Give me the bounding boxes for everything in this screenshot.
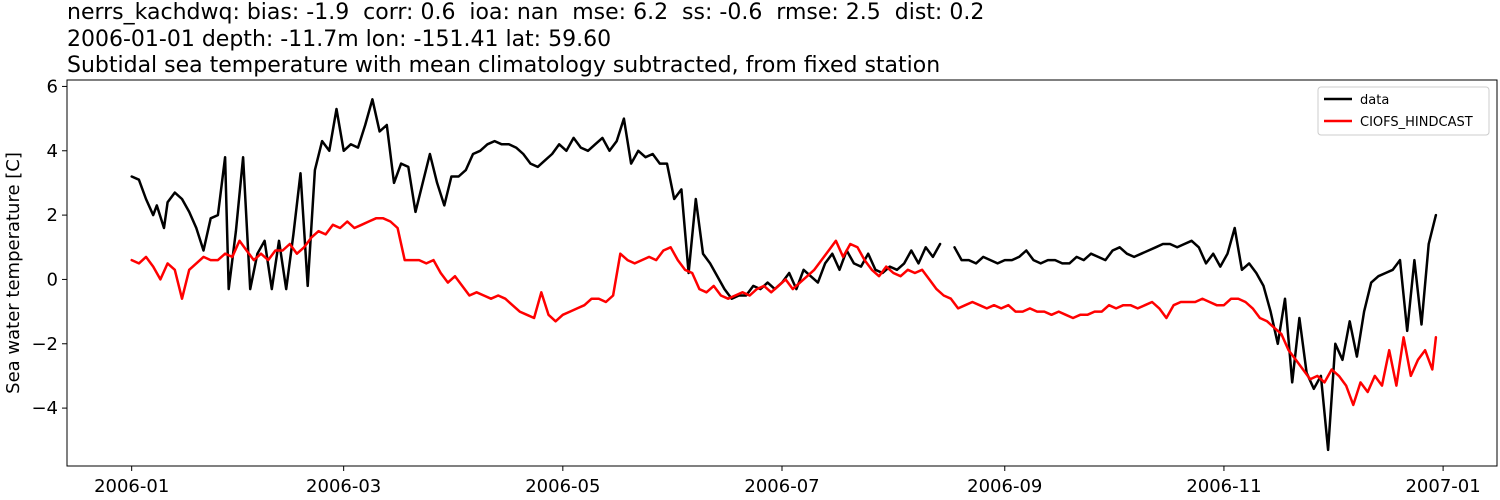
y-tick-label: −2 xyxy=(31,334,58,355)
legend: data CIOFS_HINDCAST xyxy=(1317,86,1490,136)
x-tick-label: 2006-05 xyxy=(525,476,600,497)
legend-box xyxy=(1317,86,1490,136)
axis-layer: 2006-01 2006-03 2006-05 2006-07 2006-09 2006-… xyxy=(31,76,1480,497)
x-tick-label: 2006-03 xyxy=(306,476,381,497)
series-layer xyxy=(130,98,1438,452)
series-line-data-0 xyxy=(130,98,942,300)
y-tick-label: 6 xyxy=(47,76,58,97)
legend-items: data CIOFS_HINDCAST xyxy=(1324,93,1473,130)
x-tick-label: 2006-09 xyxy=(967,476,1042,497)
chart-title: Subtidal sea temperature with mean clima… xyxy=(67,53,941,78)
x-tick-label: 2006-11 xyxy=(1186,476,1261,497)
x-tick-label: 2006-07 xyxy=(744,476,819,497)
y-tick-label: 0 xyxy=(47,269,58,290)
legend-label: CIOFS_HINDCAST xyxy=(1360,115,1473,130)
y-tick-label: 2 xyxy=(47,205,58,226)
x-tick-label: 2007-01 xyxy=(1405,476,1480,497)
y-tick-label: −4 xyxy=(31,398,58,419)
plot-frame xyxy=(66,79,1498,467)
series-line-data-1 xyxy=(953,213,1438,452)
legend-label: data xyxy=(1360,93,1389,108)
y-tick-label: 4 xyxy=(47,141,58,162)
station-info-line: 2006-01-01 depth: -11.7m lon: -151.41 la… xyxy=(67,26,612,52)
chart-title-block: nerrs_kachdwq: bias: -1.9 corr: 0.6 ioa:… xyxy=(67,0,984,80)
x-tick-label: 2006-01 xyxy=(94,476,169,497)
series-line-ciofs-hindcast-2 xyxy=(130,217,1438,407)
y-axis-label: Sea water temperature [C] xyxy=(3,152,24,394)
metrics-line: nerrs_kachdwq: bias: -1.9 corr: 0.6 ioa:… xyxy=(67,0,985,25)
